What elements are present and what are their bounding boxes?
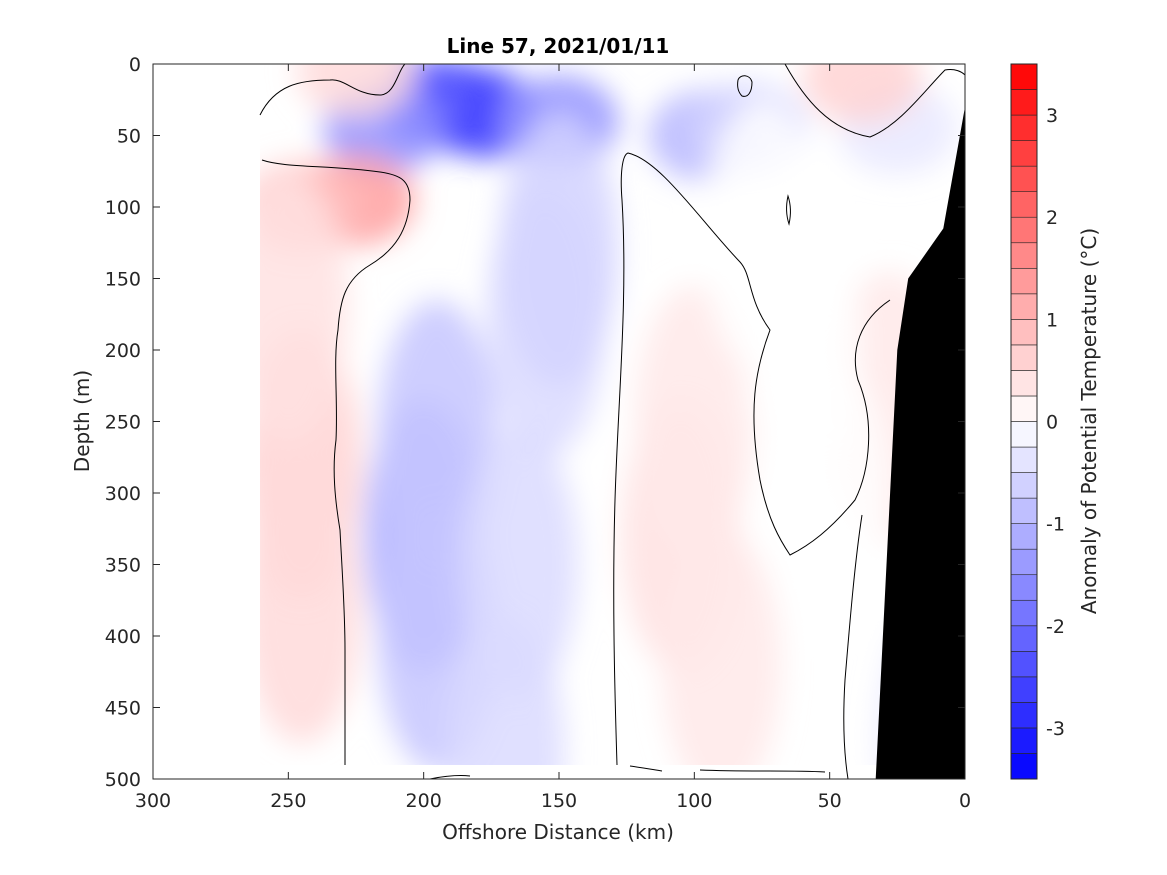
zero-contour-line <box>786 194 791 226</box>
colorbar-segment <box>1010 89 1038 116</box>
y-tick-label: 500 <box>105 769 141 791</box>
zero-contours <box>259 64 965 779</box>
anomaly-blob <box>445 614 565 765</box>
anomaly-blob <box>296 64 416 117</box>
colorbar-segment <box>1010 242 1038 269</box>
colorbar-segment <box>1010 472 1038 499</box>
colorbar-segment <box>1010 140 1038 167</box>
x-tick-label: 0 <box>959 790 971 812</box>
colorbar-tick-label: -2 <box>1046 616 1065 638</box>
x-axis: 300 250 200 150 100 50 0 <box>135 64 971 812</box>
colorbar-segment <box>1010 191 1038 218</box>
y-tick-label: 400 <box>105 626 141 648</box>
colorbar-tick-label: 0 <box>1046 412 1058 434</box>
colorbar-tick-label: 2 <box>1046 207 1058 229</box>
y-tick-label: 0 <box>129 54 141 76</box>
zero-contour-line <box>429 775 471 779</box>
chart-title: Line 57, 2021/01/11 <box>447 34 670 58</box>
colorbar-segment <box>1010 114 1038 141</box>
colorbar-segment <box>1010 165 1038 192</box>
y-tick-label: 50 <box>117 126 141 148</box>
anomaly-blob <box>661 528 781 765</box>
zero-contour-line <box>629 765 663 772</box>
y-tick-label: 300 <box>105 483 141 505</box>
anomaly-blob <box>802 64 922 125</box>
zero-contour-line <box>259 64 406 116</box>
anomaly-blob <box>770 357 890 629</box>
colorbar-segment <box>1010 497 1038 524</box>
zero-contour-line <box>737 75 753 97</box>
anomaly-blob <box>499 114 619 386</box>
x-axis-label: Offshore Distance (km) <box>442 820 674 844</box>
colorbar-tick-label: 3 <box>1046 105 1058 127</box>
colorbar-tick-label: -3 <box>1046 718 1065 740</box>
anomaly-blob <box>702 99 822 372</box>
colorbar-ticks: -3 -2 -1 0 1 2 3 <box>1046 105 1065 740</box>
zero-contour-line <box>784 64 965 138</box>
zero-contour-line <box>843 514 863 779</box>
colorbar <box>1010 63 1038 780</box>
y-tick-label: 100 <box>105 197 141 219</box>
x-tick-label: 50 <box>818 790 842 812</box>
x-tick-label: 100 <box>676 790 712 812</box>
colorbar-frame <box>1010 63 1038 780</box>
y-axis-label: Depth (m) <box>70 370 94 472</box>
colorbar-segment <box>1010 727 1038 754</box>
zero-contour-line <box>261 159 411 765</box>
y-tick-label: 350 <box>105 555 141 577</box>
anomaly-blob <box>260 171 348 443</box>
colorbar-segment <box>1010 702 1038 729</box>
y-tick-label: 250 <box>105 412 141 434</box>
colorbar-label: Anomaly of Potential Temperature (°C) <box>1077 228 1101 614</box>
anomaly-blob <box>634 285 754 558</box>
colorbar-tick-label: -1 <box>1046 514 1065 536</box>
colorbar-segment <box>1010 319 1038 346</box>
colorbar-segment <box>1010 753 1038 780</box>
colorbar-segment <box>1010 574 1038 601</box>
colorbar-segment <box>1010 216 1038 244</box>
x-tick-label: 250 <box>270 790 306 812</box>
colorbar-segment <box>1010 599 1038 627</box>
y-axis: 0 50 100 150 200 250 300 350 400 450 500 <box>105 54 965 791</box>
anomaly-blob <box>260 471 362 744</box>
colorbar-segment <box>1010 446 1038 473</box>
colorbar-segment <box>1010 267 1038 295</box>
colorbar-segment <box>1010 421 1038 448</box>
y-tick-label: 450 <box>105 698 141 720</box>
x-tick-label: 150 <box>541 790 577 812</box>
colorbar-segment <box>1010 625 1038 652</box>
bathymetry <box>875 106 965 779</box>
colorbar-segment <box>1010 548 1038 576</box>
colorbar-tick-label: 1 <box>1046 309 1058 331</box>
colorbar-segment <box>1010 651 1038 678</box>
x-tick-label: 300 <box>135 790 171 812</box>
colorbar-segment <box>1010 344 1038 371</box>
colorbar-segment <box>1010 293 1038 320</box>
colorbar-segment <box>1010 395 1038 422</box>
colorbar-segment <box>1010 676 1038 703</box>
x-tick-label: 200 <box>406 790 442 812</box>
anomaly-field <box>260 64 965 765</box>
colorbar-segment <box>1010 63 1038 90</box>
y-tick-label: 150 <box>105 269 141 291</box>
zero-contour-line <box>699 769 826 773</box>
colorbar-segment <box>1010 523 1038 550</box>
colorbar-segment <box>1010 370 1038 397</box>
zero-contour-line <box>613 152 891 766</box>
y-tick-label: 200 <box>105 340 141 362</box>
